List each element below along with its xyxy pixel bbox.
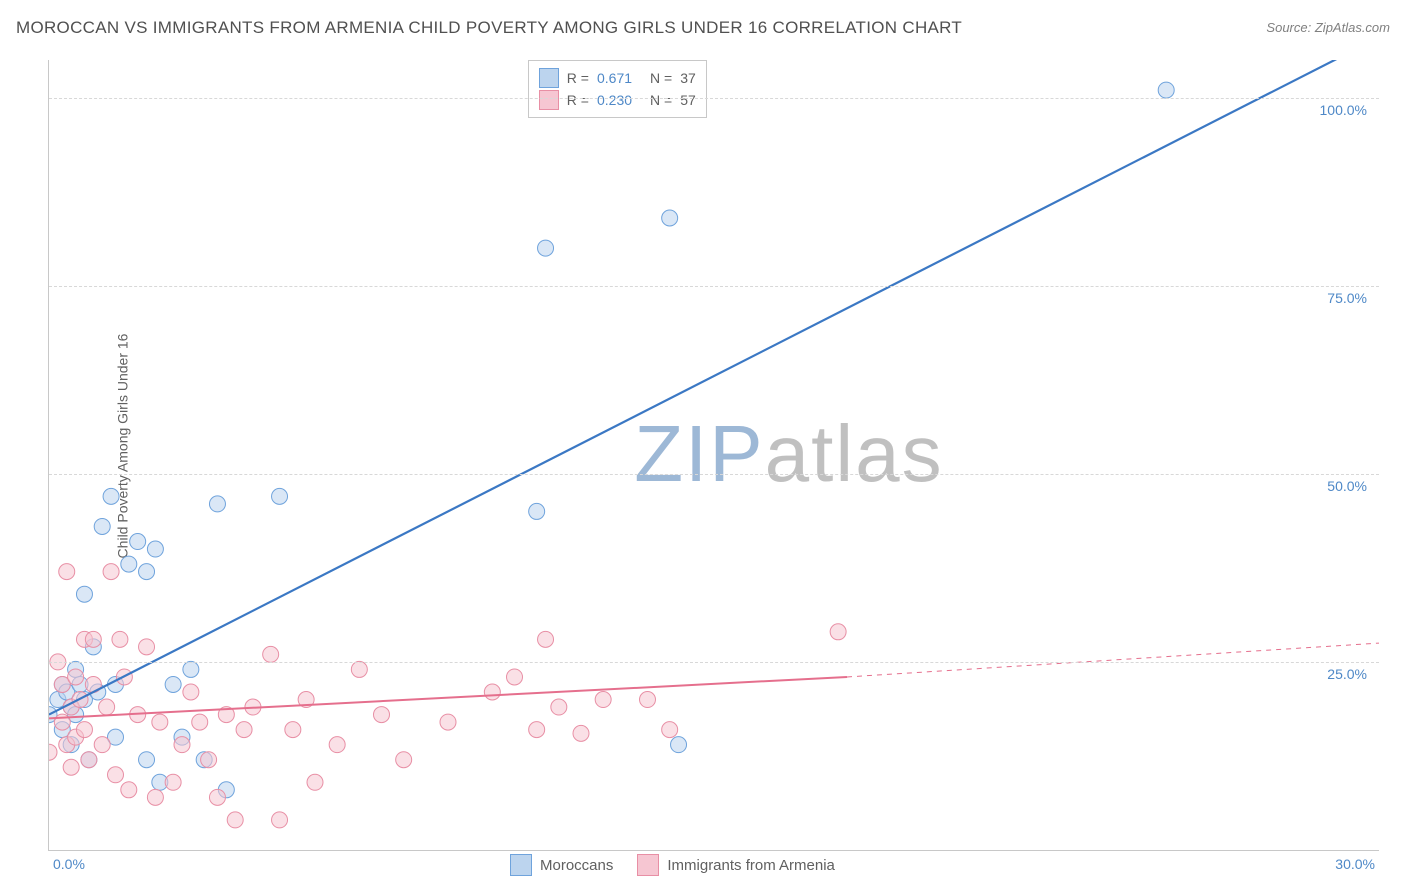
scatter-svg (49, 60, 1379, 850)
scatter-point-armenia (573, 725, 589, 741)
stat-row: R = 0.230 N = 57 (539, 89, 696, 111)
scatter-point-moroccans (103, 488, 119, 504)
regression-line-moroccans (49, 60, 1379, 715)
legend-label: Immigrants from Armenia (667, 857, 835, 874)
scatter-point-armenia (307, 774, 323, 790)
scatter-point-armenia (59, 564, 75, 580)
y-tick-label: 50.0% (1327, 478, 1367, 494)
scatter-point-armenia (174, 737, 190, 753)
scatter-point-armenia (99, 699, 115, 715)
scatter-point-armenia (595, 692, 611, 708)
scatter-point-armenia (351, 661, 367, 677)
legend-swatch (637, 854, 659, 876)
scatter-point-moroccans (209, 496, 225, 512)
n-label: N = (650, 92, 672, 108)
scatter-point-armenia (329, 737, 345, 753)
legend-swatch (539, 68, 559, 88)
scatter-point-armenia (396, 752, 412, 768)
scatter-point-armenia (112, 631, 128, 647)
n-value: 37 (680, 70, 696, 86)
scatter-point-moroccans (147, 541, 163, 557)
r-value: 0.230 (597, 92, 632, 108)
y-tick-label: 100.0% (1320, 102, 1367, 118)
r-value: 0.671 (597, 70, 632, 86)
legend-label: Moroccans (540, 857, 613, 874)
scatter-point-armenia (201, 752, 217, 768)
x-tick-min: 0.0% (53, 856, 85, 872)
scatter-point-moroccans (538, 240, 554, 256)
n-value: 57 (680, 92, 696, 108)
scatter-point-moroccans (183, 661, 199, 677)
scatter-point-moroccans (165, 676, 181, 692)
series-legend: Moroccans Immigrants from Armenia (510, 854, 835, 876)
scatter-point-armenia (227, 812, 243, 828)
stats-legend: R = 0.671 N = 37 R = 0.230 N = 57 (528, 60, 707, 118)
scatter-point-armenia (152, 714, 168, 730)
scatter-point-armenia (103, 564, 119, 580)
grid-line (49, 662, 1379, 663)
scatter-point-armenia (81, 752, 97, 768)
scatter-point-armenia (68, 669, 84, 685)
scatter-point-armenia (85, 631, 101, 647)
scatter-point-moroccans (662, 210, 678, 226)
scatter-point-moroccans (130, 534, 146, 550)
scatter-point-armenia (440, 714, 456, 730)
scatter-point-moroccans (1158, 82, 1174, 98)
n-label: N = (650, 70, 672, 86)
legend-item: Moroccans (510, 854, 613, 876)
scatter-point-armenia (108, 767, 124, 783)
scatter-point-moroccans (139, 752, 155, 768)
scatter-point-armenia (183, 684, 199, 700)
scatter-point-armenia (94, 737, 110, 753)
scatter-point-armenia (662, 722, 678, 738)
source-label: Source: (1266, 20, 1311, 35)
grid-line (49, 474, 1379, 475)
scatter-point-moroccans (76, 586, 92, 602)
scatter-point-armenia (640, 692, 656, 708)
scatter-point-armenia (76, 722, 92, 738)
scatter-point-armenia (272, 812, 288, 828)
r-label: R = (567, 92, 589, 108)
x-tick-max: 30.0% (1335, 856, 1375, 872)
chart-title: MOROCCAN VS IMMIGRANTS FROM ARMENIA CHIL… (16, 18, 962, 37)
scatter-point-moroccans (94, 518, 110, 534)
source-value: ZipAtlas.com (1315, 20, 1390, 35)
scatter-point-armenia (529, 722, 545, 738)
scatter-point-armenia (165, 774, 181, 790)
scatter-point-armenia (830, 624, 846, 640)
plot-area: ZIPatlas R =0.671N =37R =0.230N =57 25.0… (48, 60, 1379, 851)
scatter-point-armenia (551, 699, 567, 715)
scatter-point-armenia (192, 714, 208, 730)
r-label: R = (567, 70, 589, 86)
scatter-point-armenia (121, 782, 137, 798)
stat-row: R = 0.671 N = 37 (539, 67, 696, 89)
scatter-point-armenia (147, 789, 163, 805)
scatter-point-armenia (63, 759, 79, 775)
scatter-point-armenia (49, 744, 57, 760)
scatter-point-armenia (139, 639, 155, 655)
y-tick-label: 25.0% (1327, 666, 1367, 682)
scatter-point-armenia (209, 789, 225, 805)
scatter-point-armenia (285, 722, 301, 738)
legend-swatch (510, 854, 532, 876)
scatter-point-moroccans (121, 556, 137, 572)
regression-line-dash-armenia (847, 643, 1379, 677)
source-attribution: Source: ZipAtlas.com (1266, 20, 1390, 35)
scatter-point-moroccans (529, 503, 545, 519)
y-tick-label: 75.0% (1327, 290, 1367, 306)
scatter-point-moroccans (272, 488, 288, 504)
scatter-point-moroccans (139, 564, 155, 580)
grid-line (49, 286, 1379, 287)
legend-item: Immigrants from Armenia (637, 854, 835, 876)
scatter-point-armenia (538, 631, 554, 647)
scatter-point-armenia (263, 646, 279, 662)
legend-swatch (539, 90, 559, 110)
scatter-point-armenia (484, 684, 500, 700)
scatter-point-armenia (236, 722, 252, 738)
grid-line (49, 98, 1379, 99)
scatter-point-armenia (374, 707, 390, 723)
scatter-point-armenia (507, 669, 523, 685)
scatter-point-moroccans (671, 737, 687, 753)
